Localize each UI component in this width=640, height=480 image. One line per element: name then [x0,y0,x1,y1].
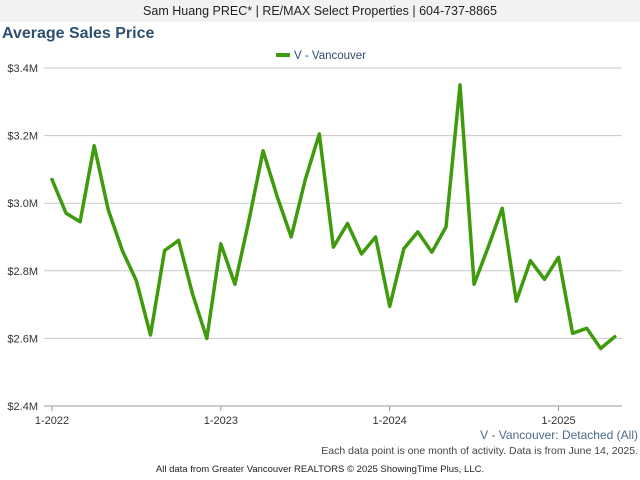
data-point [416,230,420,234]
data-point [303,178,307,182]
data-point [402,247,406,251]
data-source-footer: All data from Greater Vancouver REALTORS… [155,464,485,475]
y-tick-label: $3.0M [7,198,38,210]
data-point [486,245,490,249]
data-point [374,235,378,239]
data-point [472,282,476,286]
data-point [345,221,349,225]
x-tick-label: 1-2025 [541,415,575,427]
data-point [106,208,110,212]
data-point [331,245,335,249]
y-tick-label: $3.2M [7,131,38,143]
data-point [458,83,462,87]
data-point [78,220,82,224]
data-point [92,144,96,148]
data-point [64,211,68,215]
data-point [585,326,589,330]
data-point [317,132,321,136]
data-point [528,259,532,263]
data-point [571,331,575,335]
data-point [191,292,195,296]
data-point [613,335,617,339]
data-point [514,299,518,303]
y-tick-label: $2.8M [7,266,38,278]
data-point [275,194,279,198]
y-tick-label: $3.4M [7,63,38,75]
data-point [388,304,392,308]
data-point [205,336,209,340]
data-point [177,238,181,242]
data-point [247,218,251,222]
series-description: V - Vancouver: Detached (All) [480,428,638,442]
activity-note: Each data point is one month of activity… [321,445,638,457]
data-point [134,279,138,283]
data-point [542,277,546,281]
x-tick-label: 1-2023 [204,415,238,427]
data-point [120,249,124,253]
agent-header: Sam Huang PREC* | RE/MAX Select Properti… [0,0,640,22]
data-point [233,282,237,286]
data-point [360,252,364,256]
data-point [430,250,434,254]
data-point [261,149,265,153]
series-line-vancouver [50,83,617,351]
data-point [599,347,603,351]
data-point [444,225,448,229]
y-tick-label: $2.6M [7,333,38,345]
x-tick-label: 1-2024 [373,415,407,427]
data-point [50,178,54,182]
data-point [148,333,152,337]
data-point [163,249,167,253]
data-point [500,206,504,210]
chart-title: Average Sales Price [2,25,155,42]
x-tick-label: 1-2022 [35,415,69,427]
data-point [557,255,561,259]
y-tick-label: $2.4M [7,401,38,413]
data-point [219,242,223,246]
data-point [289,235,293,239]
legend-label: V - Vancouver [294,50,366,62]
